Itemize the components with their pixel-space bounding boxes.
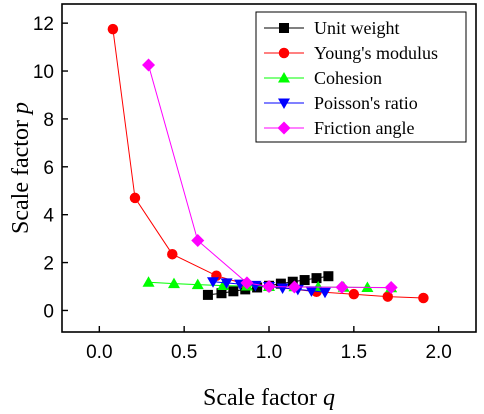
legend-label: Friction angle (314, 118, 414, 138)
data-point-poisson-s-ratio (276, 283, 289, 294)
data-point-friction-angle (287, 280, 301, 294)
data-point-young-s-modulus (348, 288, 360, 300)
data-point-friction-angle (384, 280, 398, 294)
legend-frame (255, 11, 467, 143)
data-point-young-s-modulus (167, 248, 178, 260)
y-tick-label: 12 (33, 14, 54, 35)
legend-item-friction-angle: Friction angle (264, 118, 414, 138)
x-tick-label: 0.0 (86, 342, 112, 363)
data-point-poisson-s-ratio (207, 277, 220, 288)
legend-item-cohesion: Cohesion (264, 68, 382, 88)
data-point-cohesion (167, 277, 180, 289)
data-point-unit-weight (323, 271, 334, 282)
data-point-friction-angle (142, 58, 156, 72)
data-point-unit-weight (202, 289, 213, 300)
y-axis-label: Scale factor p (8, 102, 34, 234)
data-point-cohesion (142, 276, 155, 287)
x-tick-label: 1.5 (341, 342, 367, 363)
data-point-unit-weight (216, 288, 227, 299)
data-point-friction-angle (191, 234, 205, 248)
data-point-cohesion (191, 278, 204, 290)
legend-label: Young's modulus (314, 43, 438, 63)
legend-item-young-s-modulus: Young's modulus (264, 43, 438, 63)
data-point-cohesion (361, 281, 374, 292)
legend-marker (278, 98, 290, 109)
data-point-unit-weight (299, 275, 310, 286)
y-tick-label: 0 (43, 301, 54, 322)
legend-marker (277, 121, 291, 135)
legend-marker (279, 23, 289, 33)
series-friction-angle (142, 58, 398, 294)
data-point-unit-weight (228, 286, 239, 297)
y-tick-label: 4 (43, 206, 54, 227)
y-tick-label: 8 (43, 110, 54, 131)
data-point-poisson-s-ratio (318, 287, 331, 299)
data-point-young-s-modulus (129, 192, 141, 204)
legend-marker (278, 72, 290, 83)
x-axis-label: Scale factor q (203, 385, 335, 411)
data-point-friction-angle (240, 276, 254, 290)
y-axis-ticks: 0 2 4 6 8 10 12 (33, 14, 68, 322)
x-tick-label: 0.5 (171, 342, 197, 363)
data-point-friction-angle (335, 280, 349, 294)
y-tick-label: 2 (43, 254, 54, 275)
legend-label: Cohesion (314, 68, 382, 88)
legend-item-unit-weight: Unit weight (264, 18, 400, 38)
legend-items: Unit weight Young's modulus Cohesion Poisso… (264, 18, 438, 138)
legend-item-poisson-s-ratio: Poisson's ratio (264, 93, 418, 113)
x-tick-label: 1.0 (256, 342, 282, 363)
y-tick-label: 6 (43, 158, 54, 179)
data-point-young-s-modulus (382, 291, 394, 302)
data-point-unit-weight (311, 273, 322, 284)
y-tick-label: 10 (33, 62, 54, 83)
legend-marker (278, 47, 290, 59)
data-point-young-s-modulus (418, 292, 429, 304)
data-point-unit-weight (287, 276, 298, 287)
legend-label: Unit weight (314, 18, 400, 38)
chart-marks (107, 23, 429, 304)
data-point-young-s-modulus (107, 23, 119, 35)
legend: Unit weight Young's modulus Cohesion Poisso… (255, 11, 467, 143)
data-point-poisson-s-ratio (220, 278, 233, 289)
x-tick-label: 2.0 (425, 342, 451, 363)
x-axis-ticks: 0.0 0.5 1.0 1.5 2.0 (86, 326, 452, 363)
data-point-friction-angle (262, 280, 276, 294)
legend-label: Poisson's ratio (314, 93, 418, 113)
data-point-poisson-s-ratio (305, 286, 318, 297)
